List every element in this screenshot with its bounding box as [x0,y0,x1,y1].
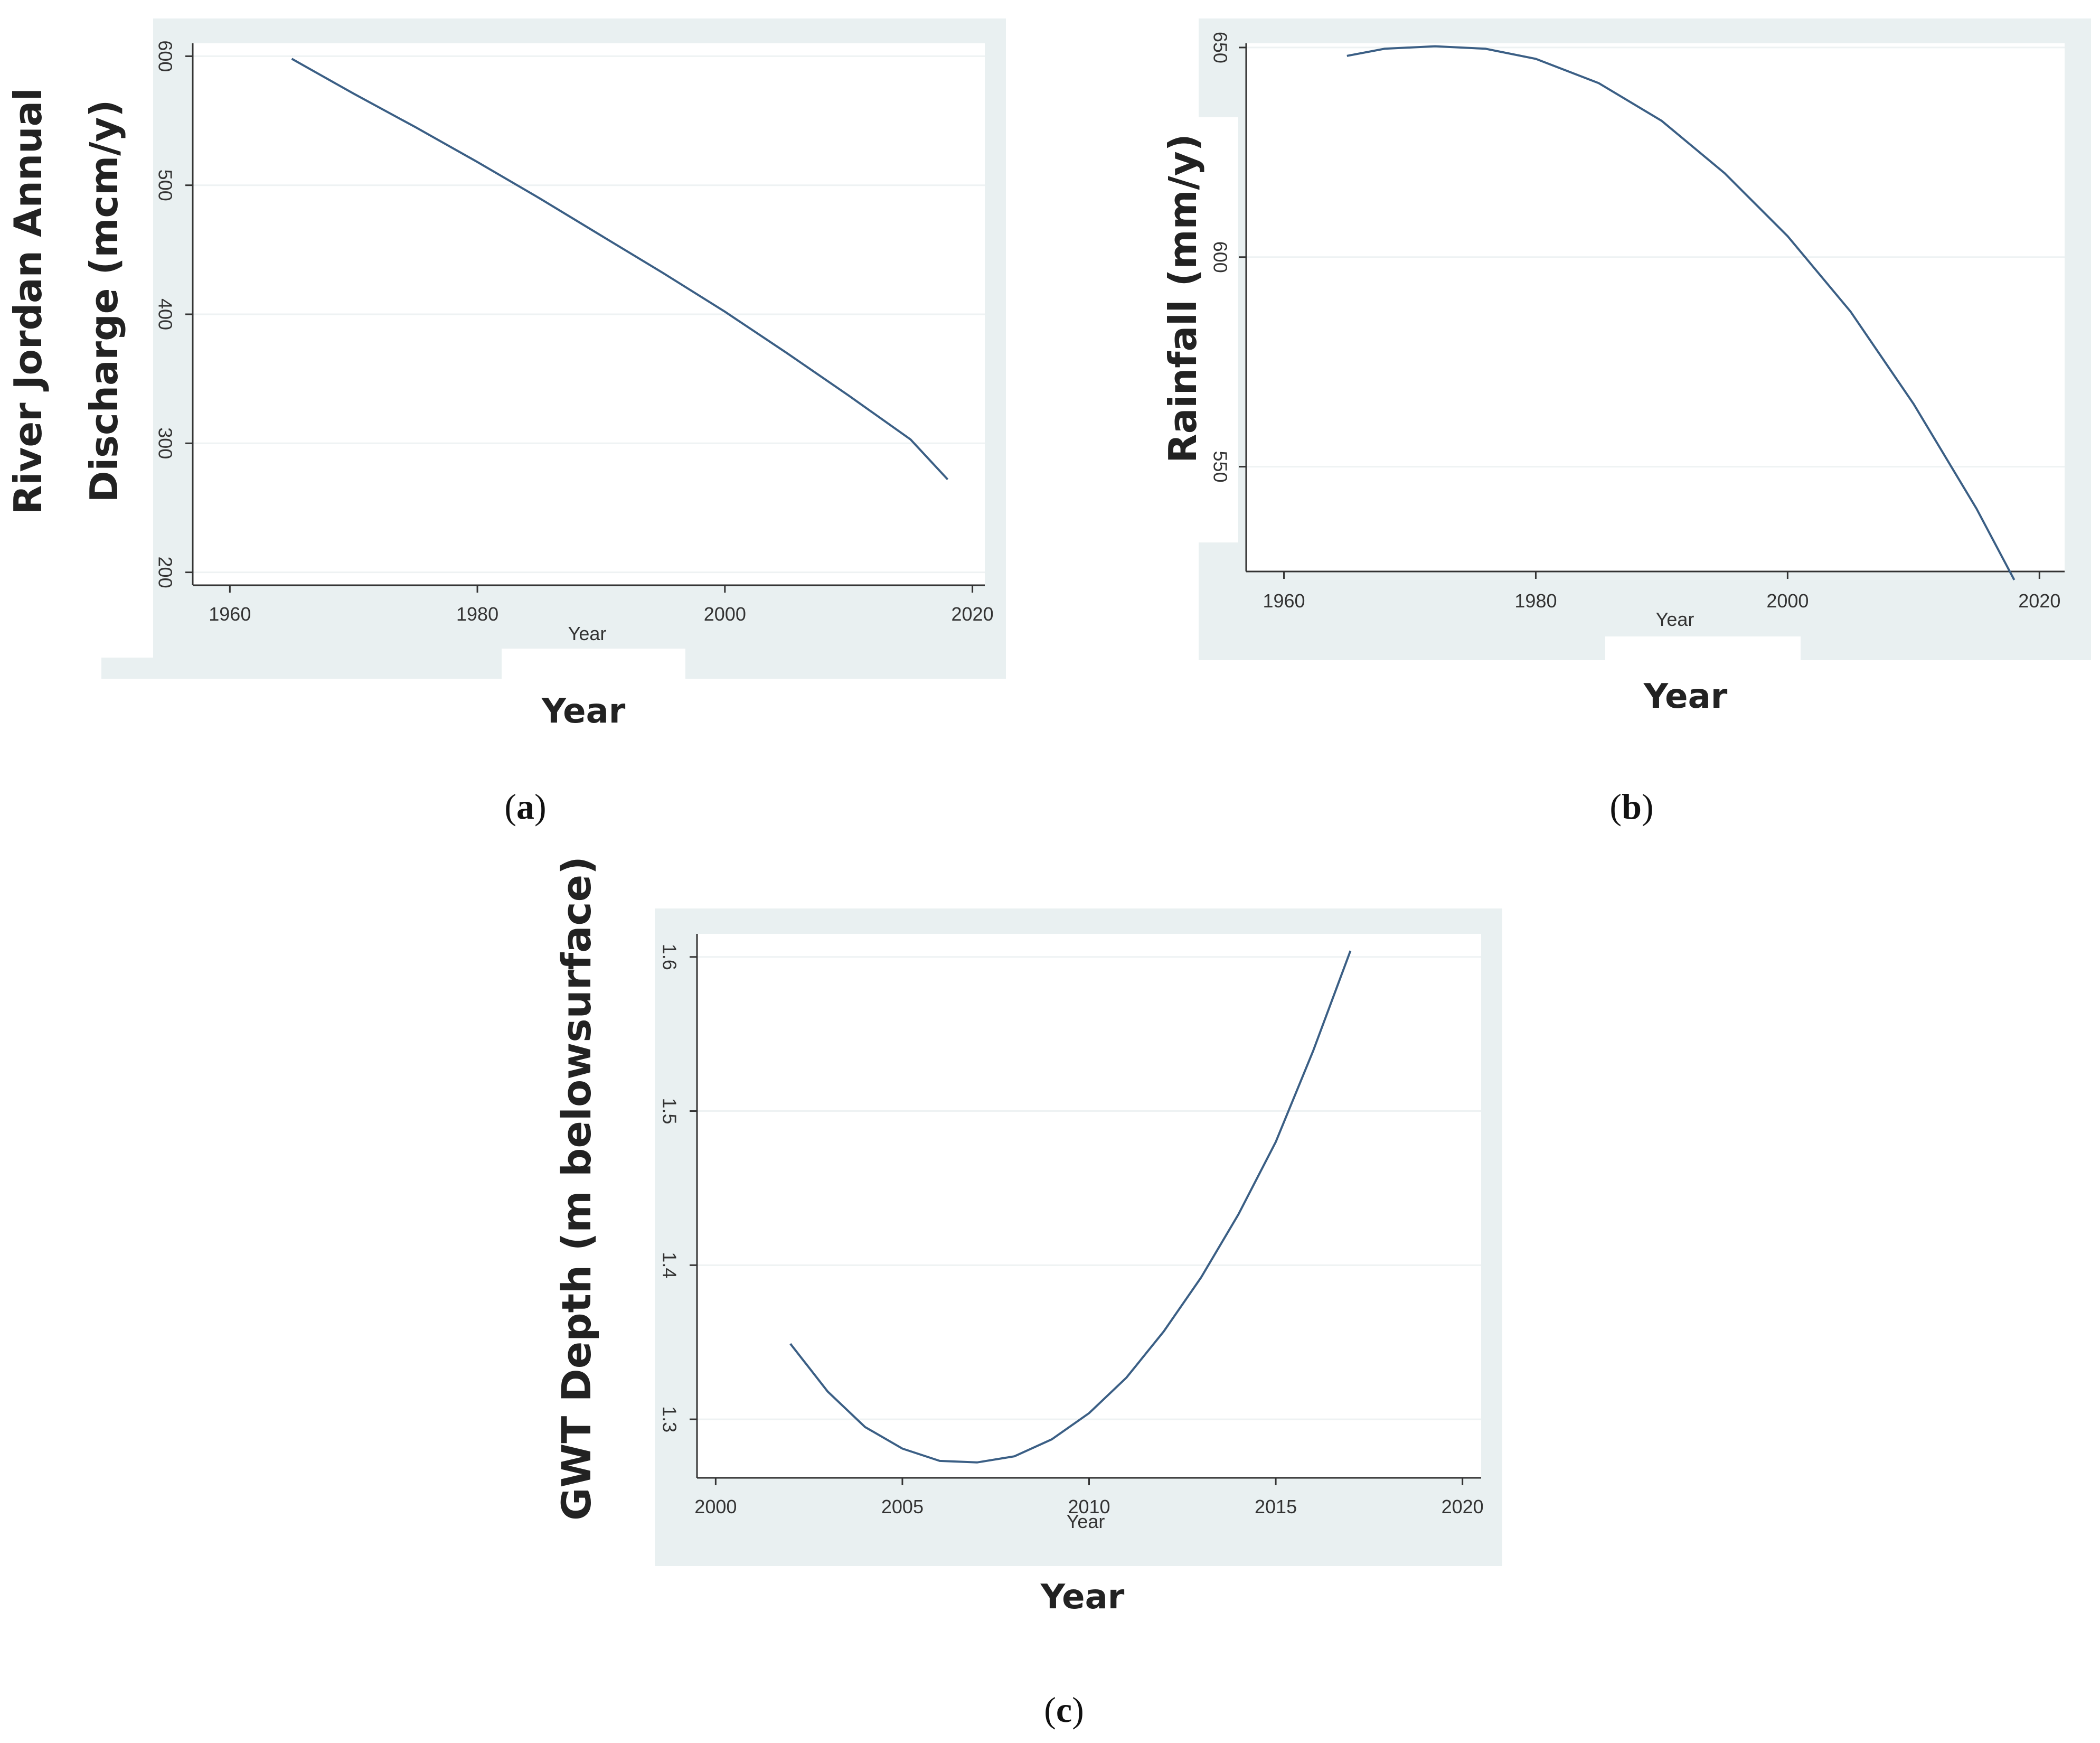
panel-b-x-axis-title: Year [1643,677,1728,716]
x-tick-label: 2020 [2018,590,2060,612]
panel-c-gridlines [697,956,1481,1420]
panel-a-y-axis-title-line2: Discharge (mcm/y) [82,100,126,503]
panel-a-background-extension [101,658,154,679]
y-tick-label: 300 [154,427,176,459]
panel-b-white-notch-left [1199,117,1238,542]
x-tick-label: 1960 [209,603,251,625]
y-tick-label: 200 [154,557,176,588]
panel-a-x-ticks: 1960 1980 2000 2020 [209,585,994,625]
x-tick-label: 2000 [1766,590,1809,612]
x-tick-label: 2005 [881,1496,924,1517]
y-tick-label: 1.5 [658,1098,680,1124]
panel-a-x-axis-title: Year [541,692,626,731]
panel-c-plot-area [697,934,1481,1478]
x-tick-label: 2000 [694,1496,737,1517]
y-tick-label: 500 [154,170,176,201]
x-tick-label: 2020 [1442,1496,1484,1517]
panel-c-x-axis-title: Year [1040,1578,1125,1617]
panel-a-label: (a) [504,786,546,827]
panel-b-plot-area [1246,43,2065,571]
panel-c: 1.3 1.4 1.5 1.6 2000 2005 2010 2015 2020 Year Y… [553,856,1502,1730]
panel-a: 200 300 400 500 600 1960 1980 2000 2020 Year Ye… [6,18,1006,827]
panel-a-series-line [291,58,949,481]
panel-b-label: (b) [1609,786,1653,827]
panel-a-y-axis-title-line1: River Jordan Annual [6,88,50,514]
y-tick-label: 1.3 [658,1406,680,1432]
panel-b-y-ticks: 550 600 650 [1209,32,1246,483]
panel-a-gridlines [193,55,985,574]
y-tick-label: 600 [1209,241,1231,273]
x-tick-label: 1960 [1263,590,1305,612]
panel-b-gridlines [1246,46,2065,468]
y-tick-label: 1.4 [658,1252,680,1278]
panel-c-x-axis-title-small: Year [1067,1511,1105,1532]
x-tick-label: 2010 [1068,1496,1110,1517]
panel-a-white-notch [502,649,685,680]
x-tick-label: 1980 [1514,590,1557,612]
y-tick-label: 650 [1209,32,1231,63]
panel-b: 550 600 650 1960 1980 2000 2020 Year Year Rai… [1161,18,2091,827]
x-tick-label: 2015 [1255,1496,1297,1517]
panel-b-y-axis-title: Rainfall (mm/y) [1161,134,1205,463]
panel-c-y-ticks: 1.3 1.4 1.5 1.6 [658,944,697,1432]
panel-a-y-ticks: 200 300 400 500 600 [154,40,193,588]
panel-a-x-axis-title-small: Year [568,623,607,644]
panel-b-x-axis-title-small: Year [1656,608,1694,630]
panel-c-x-ticks: 2000 2005 2010 2015 2020 [694,1478,1484,1517]
panel-b-series-line [1346,45,2016,580]
panel-c-series-line [789,950,1352,1464]
x-tick-label: 1980 [456,603,498,625]
panel-c-label: (c) [1044,1690,1084,1730]
panel-b-white-notch-bottom [1605,636,1801,668]
x-tick-label: 2020 [952,603,994,625]
y-tick-label: 1.6 [658,944,680,970]
panel-b-x-ticks: 1960 1980 2000 2020 [1263,571,2060,612]
y-tick-label: 550 [1209,451,1231,483]
panel-c-y-axis-title: GWT Depth (m belowsurface) [553,856,600,1521]
y-tick-label: 600 [154,40,176,72]
x-tick-label: 2000 [704,603,746,625]
y-tick-label: 400 [154,298,176,330]
